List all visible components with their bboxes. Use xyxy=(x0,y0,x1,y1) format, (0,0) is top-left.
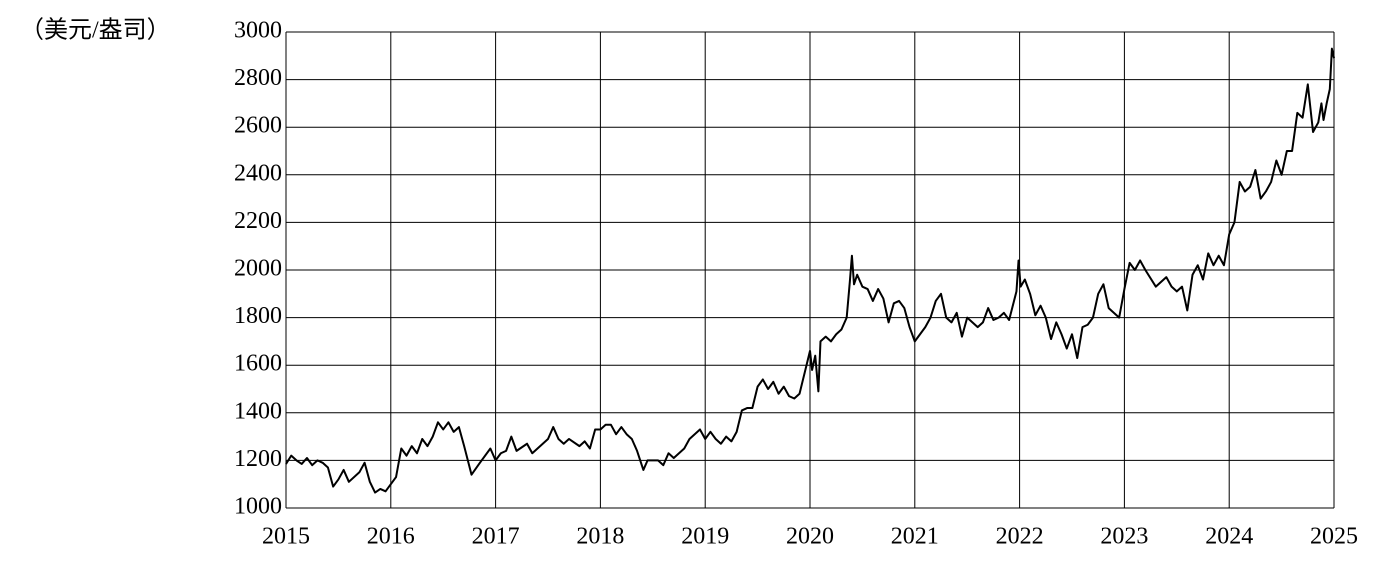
y-tick-label: 1000 xyxy=(234,494,282,520)
y-tick-label: 1400 xyxy=(234,398,282,424)
x-tick-label: 2019 xyxy=(681,524,729,550)
x-tick-label: 2021 xyxy=(891,524,939,550)
y-tick-label: 1800 xyxy=(234,303,282,329)
x-tick-label: 2020 xyxy=(786,524,834,550)
y-tick-label: 3000 xyxy=(234,18,282,44)
y-tick-label: 2800 xyxy=(234,65,282,91)
x-tick-label: 2016 xyxy=(367,524,415,550)
y-tick-label: 2600 xyxy=(234,113,282,139)
x-tick-label: 2017 xyxy=(472,524,520,550)
x-tick-label: 2023 xyxy=(1100,524,1148,550)
price-line xyxy=(285,47,1335,494)
x-tick-label: 2022 xyxy=(996,524,1044,550)
x-tick-label: 2025 xyxy=(1310,524,1358,550)
y-tick-label: 1600 xyxy=(234,351,282,377)
x-tick-label: 2018 xyxy=(576,524,624,550)
y-tick-label: 2000 xyxy=(234,256,282,282)
x-tick-label: 2024 xyxy=(1205,524,1253,550)
x-tick-label: 2015 xyxy=(262,524,310,550)
y-tick-label: 2200 xyxy=(234,208,282,234)
y-tick-label: 2400 xyxy=(234,160,282,186)
y-tick-label: 1200 xyxy=(234,446,282,472)
y-axis-label: （美元/盎司） xyxy=(20,17,171,44)
